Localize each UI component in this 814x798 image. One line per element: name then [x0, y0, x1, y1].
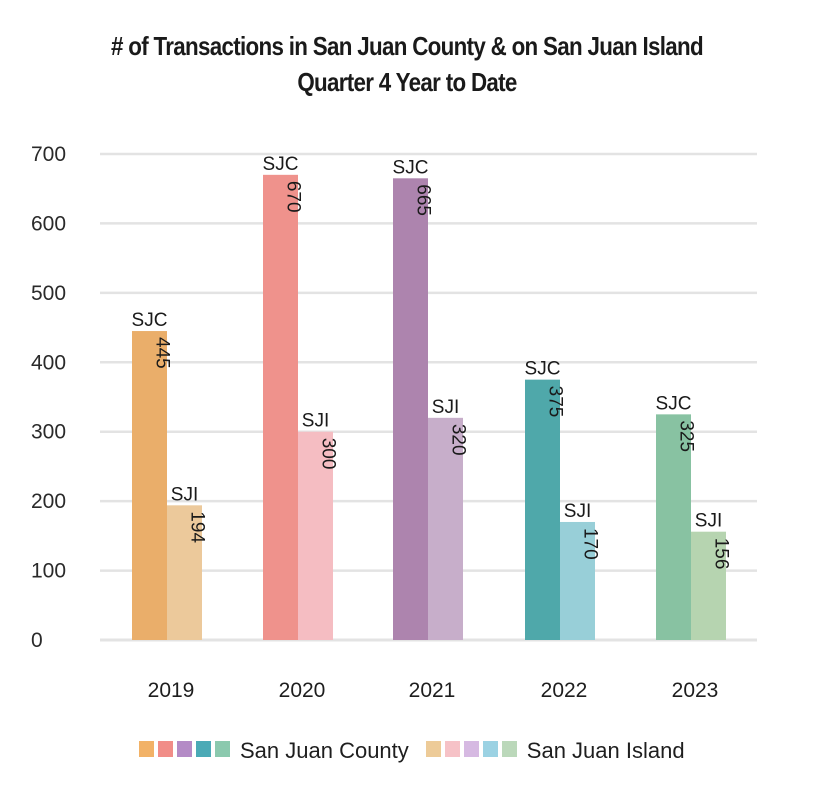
bar-sjc-2021	[393, 178, 428, 641]
y-tick-label: 600	[31, 212, 66, 235]
bar-sjc-2019	[132, 331, 167, 640]
bar-value-label: 445	[152, 337, 173, 369]
y-tick-label: 300	[31, 421, 66, 444]
y-tick-label: 200	[31, 490, 66, 513]
legend-county-swatches	[139, 740, 234, 762]
legend-swatch	[139, 740, 154, 757]
legend-swatch	[158, 740, 173, 757]
chart-title: # of Transactions in San Juan County & o…	[57, 28, 757, 100]
bar-value-label: 375	[545, 386, 566, 418]
bar-series-label: SJC	[263, 154, 299, 175]
bar-value-label: 170	[580, 528, 601, 560]
legend-swatch	[463, 740, 479, 757]
bar-value-label: 320	[448, 424, 469, 456]
title-line-1: # of Transactions in San Juan County & o…	[111, 31, 704, 61]
bar-value-label: 156	[711, 538, 732, 570]
bar-series-label: SJI	[695, 511, 722, 532]
title-line-2: Quarter 4 Year to Date	[297, 67, 517, 97]
y-axis-ticks: 0 100 200 300 400 500 600 700	[31, 143, 66, 652]
legend-swatch	[425, 740, 441, 757]
legend-swatch	[501, 740, 517, 757]
y-tick-label: 700	[31, 143, 66, 166]
y-tick-label: 100	[31, 560, 66, 583]
bar-series-label: SJI	[432, 397, 459, 418]
x-tick-label: 2023	[672, 679, 719, 702]
bar-series-label: SJI	[171, 484, 198, 505]
legend-island-swatches	[425, 740, 521, 762]
bar-value-label: 325	[676, 420, 697, 452]
bar-series-label: SJC	[132, 310, 168, 331]
legend-swatch	[215, 740, 230, 757]
legend-label-island: San Juan Island	[526, 738, 685, 763]
bar-sji-2019	[167, 505, 202, 640]
gridlines	[100, 152, 757, 642]
bar-value-label: 194	[186, 511, 207, 543]
legend-swatch	[177, 740, 192, 757]
bar-sji-2023	[691, 531, 726, 640]
y-tick-label: 500	[31, 282, 66, 305]
bar-series-label: SJC	[525, 359, 561, 380]
bar-series-label: SJC	[656, 393, 692, 414]
bar-sji-2021	[428, 417, 463, 640]
x-tick-label: 2021	[409, 679, 456, 702]
x-tick-label: 2020	[279, 679, 326, 702]
legend: San Juan County San Juan Island	[139, 737, 702, 765]
bar-sji-2020	[298, 431, 333, 640]
y-tick-label: 0	[31, 629, 43, 652]
x-axis-ticks: 2019 2020 2021 2022 2023	[148, 679, 719, 702]
legend-swatch	[444, 740, 460, 757]
bar-value-label: 670	[283, 181, 304, 213]
bar-sjc-2023	[656, 414, 691, 640]
x-tick-label: 2019	[148, 679, 195, 702]
legend-swatch	[196, 740, 211, 757]
bar-series-label: SJI	[564, 501, 591, 522]
bar-value-label: 300	[318, 438, 339, 470]
bar-sjc-2020	[263, 174, 298, 641]
bars: SJC 445 SJI 194 SJC 670 SJI 300 SJC 665 SJI 320 SJC 3…	[132, 154, 732, 641]
y-tick-label: 400	[31, 351, 66, 374]
x-tick-label: 2022	[541, 679, 588, 702]
legend-label-county: San Juan County	[240, 738, 409, 763]
bar-sjc-2022	[525, 379, 560, 640]
bar-series-label: SJC	[393, 157, 429, 178]
legend-swatch	[482, 740, 498, 757]
bar-sji-2022	[560, 521, 595, 640]
bar-value-label: 665	[413, 184, 434, 216]
bar-series-label: SJI	[302, 411, 329, 432]
